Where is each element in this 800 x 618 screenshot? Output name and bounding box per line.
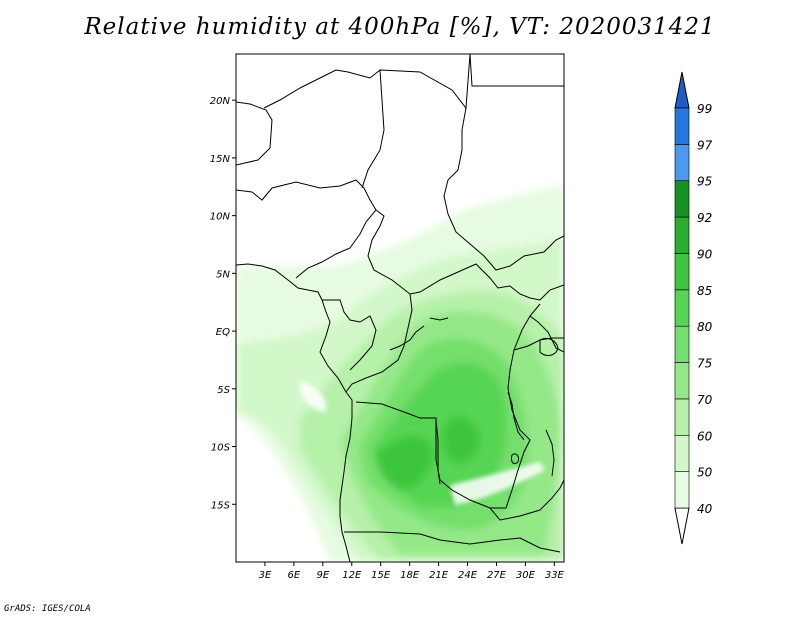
lat-tick-label: 15S xyxy=(211,500,231,511)
border-nigeria xyxy=(236,179,377,279)
lon-tick-label: 18E xyxy=(400,570,420,581)
colorbar-label: 40 xyxy=(697,502,713,516)
colorbar-swatch xyxy=(674,253,690,291)
colorbar-swatch xyxy=(674,216,690,254)
lon-tick-label: 15E xyxy=(371,570,391,581)
border-angola-south xyxy=(344,419,521,545)
lon-tick-label: 27E xyxy=(487,570,507,581)
lon-tick-label: 21E xyxy=(429,570,449,581)
colorbar-swatch xyxy=(674,144,690,182)
colorbar-label: 95 xyxy=(697,175,712,189)
longitude-axis: 3E 6E 9E 12E 15E 18E 21E 24E 27E 30E 33E xyxy=(259,562,565,581)
rh-shade-90 xyxy=(375,416,480,490)
lake-mweru xyxy=(511,453,519,465)
colorbar-label: 99 xyxy=(697,102,712,116)
colorbar-swatch xyxy=(674,289,690,327)
colorbar-swatch xyxy=(674,362,690,400)
lat-tick-label: 5N xyxy=(216,269,230,280)
lon-tick-label: 3E xyxy=(259,570,272,581)
colorbar-label: 70 xyxy=(697,393,713,407)
colorbar-swatch xyxy=(674,180,690,218)
border-gabon xyxy=(322,299,377,371)
colorbar: 40 50 60 70 75 80 85 90 92 95 97 99 xyxy=(674,71,713,545)
colorbar-label: 80 xyxy=(697,320,713,334)
colorbar-label: 60 xyxy=(697,429,713,443)
lat-tick-label: EQ xyxy=(216,327,230,338)
lon-tick-label: 9E xyxy=(316,570,329,581)
lat-tick-label: 10S xyxy=(211,443,231,454)
credit-text: GrADS: IGES/COLA xyxy=(4,604,91,614)
colorbar-label: 75 xyxy=(697,357,712,371)
colorbar-swatch xyxy=(674,434,690,472)
border-sahel xyxy=(236,54,471,166)
colorbar-label: 92 xyxy=(697,211,712,225)
map-title: Relative humidity at 400hPa [%], VT: 202… xyxy=(84,14,716,40)
lon-tick-label: 6E xyxy=(288,570,301,581)
lat-tick-label: 5S xyxy=(217,385,230,396)
lake-malawi xyxy=(545,429,555,477)
border-chad xyxy=(361,69,564,301)
colorbar-swatch xyxy=(674,398,690,436)
lon-tick-label: 33E xyxy=(545,570,565,581)
lake-tanganyika xyxy=(507,391,525,441)
colorbar-label: 85 xyxy=(697,284,712,298)
river-congo xyxy=(389,317,449,351)
map-frame xyxy=(235,53,565,563)
colorbar-over-triangle xyxy=(674,71,690,109)
border-sudan xyxy=(443,54,564,271)
colorbar-label: 50 xyxy=(697,466,713,480)
lake-victoria xyxy=(539,337,559,356)
country-borders xyxy=(236,54,564,562)
lat-tick-label: 20N xyxy=(210,96,231,107)
lat-tick-label: 15N xyxy=(210,154,231,165)
lon-tick-label: 24E xyxy=(458,570,478,581)
colorbar-swatch xyxy=(674,325,690,363)
lat-tick-label: 10N xyxy=(210,212,231,223)
colorbar-swatch xyxy=(674,471,690,509)
colorbar-label: 97 xyxy=(697,138,713,152)
lon-tick-label: 12E xyxy=(342,570,362,581)
lon-tick-label: 30E xyxy=(516,570,536,581)
colorbar-under-triangle xyxy=(674,507,690,545)
colorbar-label: 90 xyxy=(697,247,713,261)
colorbar-swatch xyxy=(674,107,690,145)
coastline-west xyxy=(236,263,353,562)
border-zambia xyxy=(489,479,564,553)
humidity-field xyxy=(236,184,564,562)
latitude-axis: 20N 15N 10N 5N EQ 5S 10S 15S xyxy=(210,96,236,511)
border-drc xyxy=(345,293,541,509)
